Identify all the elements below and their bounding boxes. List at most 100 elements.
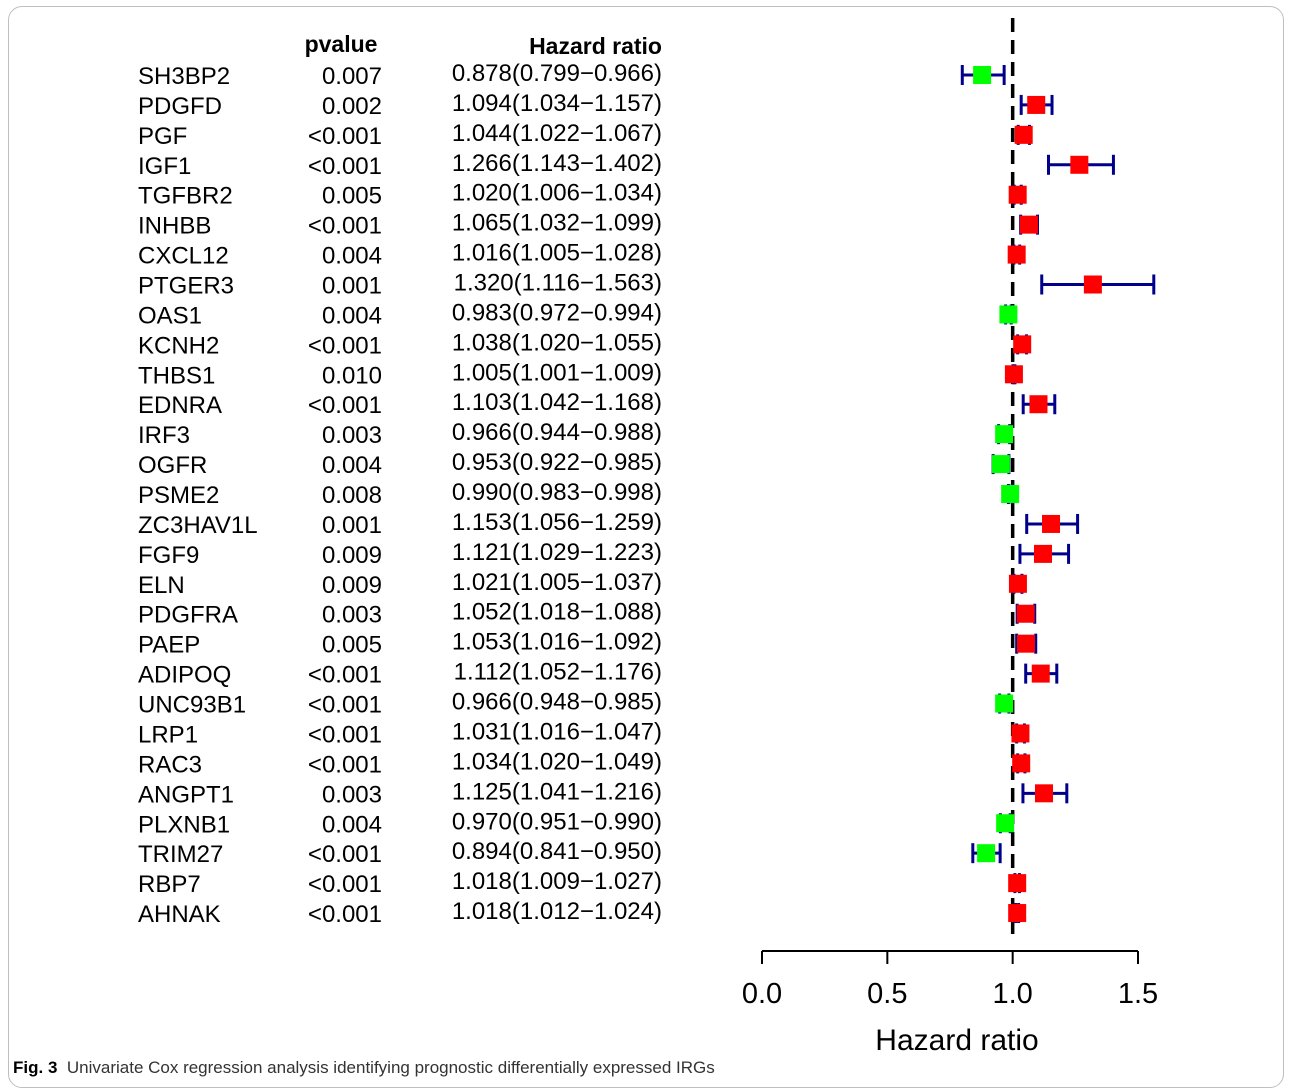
gene-label: OGFR bbox=[138, 452, 207, 479]
hazard-ratio-point bbox=[1011, 724, 1030, 743]
pvalue-cell: 0.009 bbox=[322, 542, 382, 569]
pvalue-cell: 0.004 bbox=[322, 452, 382, 479]
hazard-ratio-point bbox=[977, 844, 996, 863]
figure-frame bbox=[8, 6, 1284, 1088]
gene-label: PSME2 bbox=[138, 482, 219, 509]
hazard-ratio-cell: 1.266(1.143−1.402) bbox=[452, 150, 662, 177]
caption-text: Univariate Cox regression analysis ident… bbox=[66, 1058, 715, 1077]
pvalue-cell: 0.010 bbox=[322, 362, 382, 389]
pvalue-cell: <0.001 bbox=[308, 901, 382, 928]
pvalue-cell: <0.001 bbox=[308, 871, 382, 898]
gene-label: IRF3 bbox=[138, 422, 190, 449]
hazard-ratio-point bbox=[1013, 335, 1032, 354]
gene-label: LRP1 bbox=[138, 721, 198, 748]
hazard-ratio-point bbox=[1004, 365, 1023, 384]
hazard-ratio-point bbox=[995, 425, 1014, 444]
gene-label: THBS1 bbox=[138, 362, 215, 389]
x-tick-label: 1.0 bbox=[993, 978, 1033, 1010]
hazard-ratio-cell: 1.005(1.001−1.009) bbox=[452, 359, 662, 386]
hazard-ratio-point bbox=[1042, 514, 1061, 533]
gene-label: PGF bbox=[138, 123, 187, 150]
hazard-ratio-point bbox=[996, 814, 1015, 833]
hazard-ratio-point bbox=[1016, 604, 1035, 623]
pvalue-cell: 0.004 bbox=[322, 302, 382, 329]
gene-label: SH3BP2 bbox=[138, 63, 230, 90]
hazard-ratio-point bbox=[1008, 574, 1027, 593]
gene-label: KCNH2 bbox=[138, 332, 219, 359]
gene-label: ZC3HAV1L bbox=[138, 512, 258, 539]
hazard-ratio-cell: 1.103(1.042−1.168) bbox=[452, 389, 662, 416]
hazard-ratio-point bbox=[1008, 874, 1027, 893]
hazard-ratio-cell: 1.021(1.005−1.037) bbox=[452, 569, 662, 596]
pvalue-cell: 0.004 bbox=[322, 243, 382, 270]
pvalue-cell: 0.003 bbox=[322, 781, 382, 808]
pvalue-cell: <0.001 bbox=[308, 213, 382, 240]
hazard-ratio-point bbox=[1031, 664, 1050, 683]
plot-area bbox=[960, 18, 1156, 942]
hazard-ratio-point bbox=[1016, 634, 1035, 653]
hazard-ratio-point bbox=[1014, 125, 1033, 144]
hazard-ratio-cell: 1.044(1.022−1.067) bbox=[452, 120, 662, 147]
pvalue-cell: <0.001 bbox=[308, 153, 382, 180]
hazard-ratio-point bbox=[1029, 395, 1048, 414]
pvalue-cell: <0.001 bbox=[308, 392, 382, 419]
pvalue-cell: 0.005 bbox=[322, 183, 382, 210]
gene-label: OAS1 bbox=[138, 302, 202, 329]
hazard-ratio-cell: 0.878(0.799−0.966) bbox=[452, 60, 662, 87]
x-axis-title: Hazard ratio bbox=[875, 1024, 1038, 1057]
gene-label: INHBB bbox=[138, 213, 211, 240]
hazard-ratio-point bbox=[1008, 904, 1027, 923]
gene-label: UNC93B1 bbox=[138, 692, 246, 719]
pvalue-cell: 0.001 bbox=[322, 512, 382, 539]
hazard-ratio-point bbox=[1007, 245, 1026, 264]
hazard-ratio-cell: 0.990(0.983−0.998) bbox=[452, 479, 662, 506]
gene-label: RBP7 bbox=[138, 871, 201, 898]
gene-label: ANGPT1 bbox=[138, 781, 234, 808]
hazard-ratio-cell: 1.053(1.016−1.092) bbox=[452, 629, 662, 656]
hazard-ratio-point bbox=[1083, 275, 1102, 294]
hazard-ratio-cell: 1.034(1.020−1.049) bbox=[452, 748, 662, 775]
pvalue-cell: 0.007 bbox=[322, 63, 382, 90]
gene-label: PTGER3 bbox=[138, 273, 234, 300]
hazard-ratio-cell: 1.153(1.056−1.259) bbox=[452, 509, 662, 536]
pvalue-cell: <0.001 bbox=[308, 123, 382, 150]
gene-label: ELN bbox=[138, 572, 185, 599]
hazard-ratio-point bbox=[1027, 95, 1046, 114]
hazard-ratio-cell: 1.018(1.012−1.024) bbox=[452, 898, 662, 925]
gene-label: PAEP bbox=[138, 632, 200, 659]
hazard-ratio-point bbox=[1035, 784, 1054, 803]
hazard-ratio-point bbox=[999, 305, 1018, 324]
hazard-ratio-point bbox=[1012, 754, 1031, 773]
x-axis: Hazard ratio 0.0 0.5 1.0 1.5 bbox=[742, 950, 1158, 1057]
gene-label: TRIM27 bbox=[138, 841, 223, 868]
pvalue-cell: 0.005 bbox=[322, 632, 382, 659]
gene-label: AHNAK bbox=[138, 901, 221, 928]
hazard-ratio-cell: 1.018(1.009−1.027) bbox=[452, 868, 662, 895]
pvalue-cell: <0.001 bbox=[308, 721, 382, 748]
hazard-ratio-cell: 0.966(0.948−0.985) bbox=[452, 689, 662, 716]
pvalue-cell: <0.001 bbox=[308, 332, 382, 359]
pvalue-cell: 0.003 bbox=[322, 602, 382, 629]
gene-label: RAC3 bbox=[138, 751, 202, 778]
pvalue-cell: <0.001 bbox=[308, 841, 382, 868]
hazard-ratio-cell: 1.016(1.005−1.028) bbox=[452, 240, 662, 267]
hazard-ratio-cell: 1.320(1.116−1.563) bbox=[454, 270, 662, 297]
hazard-ratio-cell: 0.966(0.944−0.988) bbox=[452, 419, 662, 446]
pvalue-cell: 0.003 bbox=[322, 422, 382, 449]
hazard-ratio-cell: 1.065(1.032−1.099) bbox=[452, 210, 662, 237]
x-tick-label: 1.5 bbox=[1118, 978, 1158, 1010]
gene-label: CXCL12 bbox=[138, 243, 229, 270]
hazard-ratio-point bbox=[995, 694, 1014, 713]
gene-label: ADIPOQ bbox=[138, 662, 231, 689]
pvalue-cell: <0.001 bbox=[308, 662, 382, 689]
pvalue-cell: 0.004 bbox=[322, 811, 382, 838]
hazard-ratio-cell: 1.112(1.052−1.176) bbox=[454, 659, 662, 686]
hazard-ratio-cell: 0.953(0.922−0.985) bbox=[452, 449, 662, 476]
hazard-ratio-point bbox=[1008, 185, 1027, 204]
pvalue-cell: 0.001 bbox=[322, 273, 382, 300]
table-rows: SH3BP2 0.007 0.878(0.799−0.966) PDGFD 0.002 1… bbox=[138, 60, 662, 928]
hazard-ratio-point bbox=[1019, 215, 1038, 234]
gene-label: TGFBR2 bbox=[138, 183, 233, 210]
pvalue-cell: <0.001 bbox=[308, 751, 382, 778]
